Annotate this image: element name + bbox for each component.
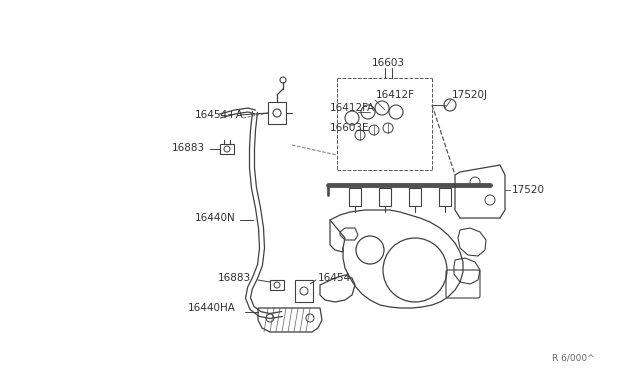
Text: 16603E: 16603E — [330, 123, 369, 133]
Bar — [270, 280, 284, 290]
Text: R 6/000^: R 6/000^ — [552, 353, 595, 362]
Text: 16412FA: 16412FA — [330, 103, 375, 113]
Text: 16603: 16603 — [372, 58, 405, 68]
Text: 17520J: 17520J — [452, 90, 488, 100]
Bar — [268, 102, 286, 124]
Text: 16412F: 16412F — [376, 90, 415, 100]
Text: 16454+A: 16454+A — [195, 110, 244, 120]
Text: 17520: 17520 — [512, 185, 545, 195]
Bar — [439, 188, 451, 206]
Bar — [349, 188, 361, 206]
Bar — [295, 280, 313, 302]
Bar — [379, 188, 391, 206]
Text: 16883: 16883 — [218, 273, 251, 283]
Text: 16454: 16454 — [318, 273, 351, 283]
Text: 16440HA: 16440HA — [188, 303, 236, 313]
Text: 16440N: 16440N — [195, 213, 236, 223]
Bar — [220, 144, 234, 154]
Text: 16883: 16883 — [172, 143, 205, 153]
Bar — [409, 188, 421, 206]
